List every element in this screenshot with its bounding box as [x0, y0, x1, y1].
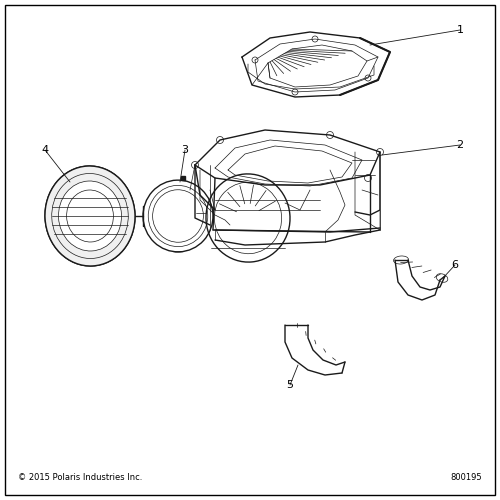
Text: 6: 6: [452, 260, 458, 270]
Text: © 2015 Polaris Industries Inc.: © 2015 Polaris Industries Inc.: [18, 473, 142, 482]
Text: 800195: 800195: [450, 473, 482, 482]
Text: 3: 3: [182, 145, 188, 155]
Ellipse shape: [45, 166, 135, 266]
Text: 4: 4: [42, 145, 48, 155]
Text: 2: 2: [456, 140, 464, 150]
Text: 5: 5: [286, 380, 294, 390]
Text: 1: 1: [456, 25, 464, 35]
Ellipse shape: [58, 181, 122, 251]
